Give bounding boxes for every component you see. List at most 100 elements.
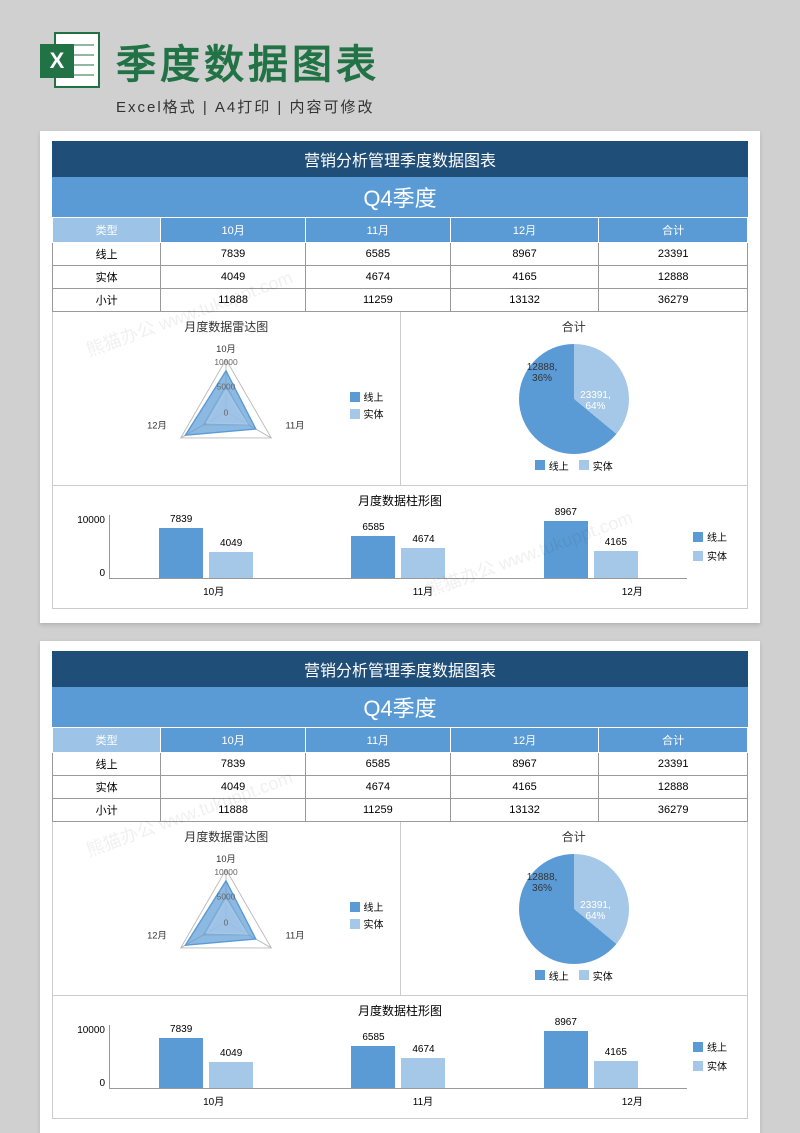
svg-text:5000: 5000 bbox=[217, 891, 236, 901]
pie-chart: 合计23391, 64%12888, 36%线上实体 bbox=[400, 822, 748, 995]
legend-item: 实体 bbox=[693, 1058, 737, 1073]
pie-chart: 合计 23391, 64% 12888, 36% 线上实体 bbox=[400, 312, 748, 485]
table-cell: 7839 bbox=[161, 243, 306, 266]
bar-value: 4674 bbox=[401, 534, 445, 545]
subtitle: Excel格式 | A4打印 | 内容可修改 bbox=[40, 96, 760, 117]
svg-text:0: 0 bbox=[224, 408, 229, 418]
bar-value: 7839 bbox=[159, 514, 203, 525]
table-row: 线上78396585896723391 bbox=[53, 753, 748, 776]
table-cell: 36279 bbox=[599, 799, 748, 822]
pie-legend: 线上实体 bbox=[535, 968, 613, 985]
pie-label: 23391, 64% bbox=[580, 390, 611, 412]
svg-text:11月: 11月 bbox=[286, 931, 305, 941]
bar-value: 4049 bbox=[209, 1048, 253, 1059]
column-header: 12月 bbox=[450, 218, 599, 243]
bar: 4049 bbox=[209, 552, 253, 578]
table-cell: 6585 bbox=[305, 753, 450, 776]
table-cell: 线上 bbox=[53, 753, 161, 776]
y-axis: 100000 bbox=[63, 1025, 109, 1089]
column-header: 类型 bbox=[53, 728, 161, 753]
bar-value: 4165 bbox=[594, 1047, 638, 1058]
bar: 8967 bbox=[544, 1031, 588, 1088]
svg-text:5000: 5000 bbox=[217, 381, 236, 391]
bar-value: 6585 bbox=[351, 1032, 395, 1043]
table-cell: 实体 bbox=[53, 776, 161, 799]
table-cell: 13132 bbox=[450, 799, 599, 822]
bar-value: 8967 bbox=[544, 507, 588, 518]
chart-row: 月度数据雷达图10月11月12月1000050000线上实体合计23391, 6… bbox=[52, 312, 748, 486]
bar-group: 78394049 bbox=[159, 1025, 253, 1088]
x-axis-labels: 10月11月12月 bbox=[63, 583, 737, 598]
table-cell: 11888 bbox=[161, 799, 306, 822]
pie-legend: 线上实体 bbox=[535, 458, 613, 475]
radar-legend: 线上实体 bbox=[350, 899, 384, 933]
table-cell: 4049 bbox=[161, 776, 306, 799]
bar-group: 6585 4674 bbox=[351, 1025, 445, 1088]
chart-title: 月度数据柱形图 bbox=[63, 492, 737, 509]
table-cell: 4049 bbox=[161, 266, 306, 289]
svg-text:12月: 12月 bbox=[147, 421, 167, 431]
chart-title: 合计 bbox=[407, 318, 742, 335]
legend-item: 线上 bbox=[350, 389, 384, 404]
bar: 8967 bbox=[544, 521, 588, 578]
y-axis: 100000 bbox=[63, 515, 109, 579]
table-row: 实体40494674416512888 bbox=[53, 776, 748, 799]
column-header: 11月 bbox=[305, 218, 450, 243]
legend-item: 实体 bbox=[579, 458, 613, 473]
sheet-title: 营销分析管理季度数据图表 bbox=[52, 141, 748, 177]
table-cell: 线上 bbox=[53, 243, 161, 266]
table-cell: 小计 bbox=[53, 799, 161, 822]
column-header: 合计 bbox=[599, 218, 748, 243]
bar-value: 8967 bbox=[544, 1017, 588, 1028]
chart-title: 月度数据雷达图 bbox=[59, 828, 394, 845]
legend-item: 线上 bbox=[693, 529, 737, 544]
bar-chart: 月度数据柱形图100000783940496585467489674165线上实… bbox=[52, 996, 748, 1119]
bar-value: 4674 bbox=[401, 1044, 445, 1055]
column-header: 10月 bbox=[161, 728, 306, 753]
quarter-band: Q4季度 bbox=[52, 177, 748, 217]
page-header: X 季度数据图表 bbox=[40, 30, 760, 90]
excel-icon: X bbox=[40, 30, 100, 90]
table-cell: 8967 bbox=[450, 243, 599, 266]
radar-chart: 月度数据雷达图10月11月12月1000050000线上实体 bbox=[53, 822, 400, 995]
bar-value: 6585 bbox=[351, 522, 395, 533]
bar-legend: 线上实体 bbox=[687, 515, 737, 579]
bar-group: 6585 4674 bbox=[351, 515, 445, 578]
column-header: 11月 bbox=[305, 728, 450, 753]
table-cell: 6585 bbox=[305, 243, 450, 266]
table-cell: 12888 bbox=[599, 266, 748, 289]
legend-item: 实体 bbox=[350, 406, 384, 421]
radar-svg: 10月11月12月1000050000 bbox=[126, 339, 326, 479]
pie-label: 12888, 36% bbox=[527, 362, 558, 384]
table-cell: 13132 bbox=[450, 289, 599, 312]
radar-chart: 月度数据雷达图10月11月12月1000050000线上实体 bbox=[53, 312, 400, 485]
table-cell: 12888 bbox=[599, 776, 748, 799]
svg-text:10月: 10月 bbox=[216, 344, 236, 354]
chart-title: 月度数据柱形图 bbox=[63, 1002, 737, 1019]
bar: 4165 bbox=[594, 1061, 638, 1088]
table-row: 小计11888112591313236279 bbox=[53, 289, 748, 312]
table-cell: 11259 bbox=[305, 289, 450, 312]
bar-group: 89674165 bbox=[544, 515, 638, 578]
bar-chart: 月度数据柱形图100000783940496585467489674165线上实… bbox=[52, 486, 748, 609]
bar-groups: 783940496585467489674165 bbox=[109, 1025, 687, 1089]
pie: 23391, 64% 12888, 36% bbox=[519, 344, 629, 454]
table-cell: 7839 bbox=[161, 753, 306, 776]
bar: 4674 bbox=[401, 548, 445, 578]
table-row: 实体40494674416512888 bbox=[53, 266, 748, 289]
svg-text:0: 0 bbox=[224, 918, 229, 928]
chart-row: 月度数据雷达图10月11月12月1000050000线上实体合计23391, 6… bbox=[52, 822, 748, 996]
column-header: 合计 bbox=[599, 728, 748, 753]
table-cell: 11259 bbox=[305, 799, 450, 822]
svg-text:10000: 10000 bbox=[215, 867, 239, 877]
bar: 7839 bbox=[159, 528, 203, 578]
pie-label: 12888, 36% bbox=[527, 872, 558, 894]
sheet: 营销分析管理季度数据图表Q4季度类型10月11月12月合计线上783965858… bbox=[40, 131, 760, 623]
radar-svg: 10月11月12月1000050000 bbox=[126, 849, 326, 989]
quarter-band: Q4季度 bbox=[52, 687, 748, 727]
pie-label: 23391, 64% bbox=[580, 900, 611, 922]
chart-title: 月度数据雷达图 bbox=[59, 318, 394, 335]
sheet: 营销分析管理季度数据图表Q4季度类型10月11月12月合计线上783965858… bbox=[40, 641, 760, 1133]
table-cell: 4674 bbox=[305, 776, 450, 799]
legend-item: 实体 bbox=[693, 548, 737, 563]
